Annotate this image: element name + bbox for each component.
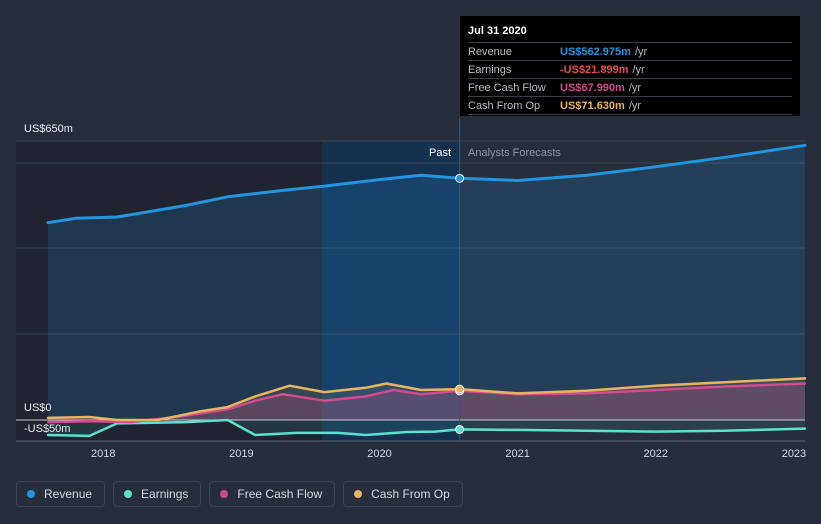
legend-label: Revenue <box>44 487 93 501</box>
revenue-area <box>48 145 805 421</box>
x-tick-label: 2019 <box>229 448 254 460</box>
x-tick-label: 2021 <box>505 448 530 460</box>
revenue-line <box>46 143 807 225</box>
tooltip-unit: /yr <box>634 45 648 58</box>
tooltip-label: Earnings <box>468 63 512 76</box>
tooltip-value: US$71.630m <box>560 99 625 112</box>
x-tick-label: 2022 <box>643 448 669 460</box>
legend-label: Cash From Op <box>371 487 450 501</box>
tooltip-value: US$67.990m <box>560 81 625 94</box>
cash-from-op-line <box>46 377 807 422</box>
x-tick-label: 2018 <box>91 448 116 460</box>
tooltip-label: Cash From Op <box>468 99 541 112</box>
legend-label: Earnings <box>141 487 189 501</box>
earnings-marker <box>455 424 465 434</box>
revenue-dot-icon <box>27 490 35 498</box>
y-axis-max-label: US$650m <box>24 123 73 135</box>
legend-item-cash-from-op[interactable]: Cash From Op <box>343 481 463 507</box>
earnings-dot-icon <box>124 490 133 498</box>
tooltip-value: -US$21.899m <box>560 63 629 76</box>
tooltip-unit: /yr <box>632 63 645 76</box>
legend-item-free-cash-flow[interactable]: Free Cash Flow <box>209 481 336 507</box>
y-axis-zero-label: US$0 <box>24 402 52 414</box>
tooltip-unit: /yr <box>628 81 642 94</box>
legend-item-revenue[interactable]: Revenue <box>16 481 106 507</box>
tooltip-date: Jul 31 2020 <box>468 25 527 37</box>
tooltip-row-cash-from-op: Cash From Op US$71.630m /yr <box>468 96 792 115</box>
tooltip-row-earnings: Earnings -US$21.899m /yr <box>468 60 792 78</box>
legend: Revenue Earnings Free Cash Flow Cash Fro… <box>16 481 463 507</box>
tooltip-row-revenue: Revenue US$562.975m /yr <box>468 42 792 60</box>
earnings-line <box>46 418 807 438</box>
y-axis-min-label: -US$50m <box>24 423 71 435</box>
tooltip-label: Revenue <box>468 45 513 58</box>
tooltip-row-free-cash-flow: Free Cash Flow US$67.990m /yr <box>468 78 792 96</box>
cash-from-op-marker <box>455 384 465 394</box>
revenue-marker <box>455 173 465 183</box>
x-tick-label: 2023 <box>781 448 807 460</box>
forecast-label: Analysts Forecasts <box>468 147 561 159</box>
tooltip-unit: /yr <box>628 99 642 112</box>
tooltip-label: Free Cash Flow <box>468 81 546 94</box>
legend-item-earnings[interactable]: Earnings <box>113 481 202 507</box>
tooltip: Jul 31 2020 Revenue US$562.975m /yr Earn… <box>460 16 800 116</box>
tooltip-value: US$562.975m <box>560 45 631 58</box>
past-label: Past <box>429 147 452 159</box>
cash-from-op-dot-icon <box>354 490 363 498</box>
x-tick-label: 2020 <box>367 448 392 460</box>
legend-label: Free Cash Flow <box>237 487 323 501</box>
free-cash-flow-dot-icon <box>220 490 229 498</box>
